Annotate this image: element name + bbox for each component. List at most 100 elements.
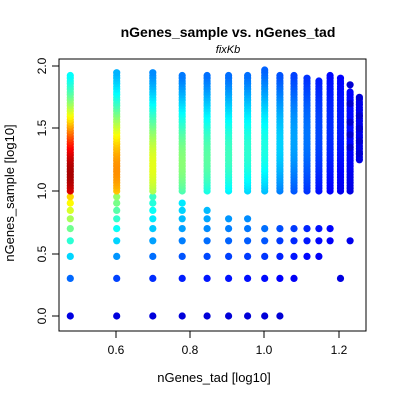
data-point <box>66 237 74 245</box>
data-point <box>355 93 363 101</box>
y-axis-label: nGenes_sample [log10] <box>2 124 17 261</box>
data-point <box>203 206 211 214</box>
data-point <box>149 193 157 201</box>
data-point <box>66 71 74 80</box>
data-point <box>276 225 284 233</box>
data-point <box>303 237 311 245</box>
data-point <box>303 225 311 233</box>
data-point <box>326 237 334 245</box>
x-tick-label: 0.8 <box>182 343 199 357</box>
data-point <box>113 69 121 77</box>
y-tick-label: 0.0 <box>35 307 49 324</box>
data-point <box>244 225 252 233</box>
data-point <box>203 252 211 260</box>
y-tick-label: 2.0 <box>35 57 49 74</box>
data-point <box>149 225 157 233</box>
data-point <box>66 252 74 260</box>
data-point <box>261 237 269 245</box>
data-point <box>244 237 252 245</box>
data-point <box>276 237 284 245</box>
data-point <box>290 71 298 80</box>
data-point <box>203 225 211 233</box>
x-tick-label: 1.2 <box>331 343 348 357</box>
data-point <box>113 199 121 207</box>
data-point <box>149 215 157 223</box>
y-tick-label: 1.5 <box>35 119 49 136</box>
data-point <box>203 71 211 80</box>
data-point <box>276 312 284 320</box>
data-point <box>178 225 186 233</box>
data-point <box>66 199 74 207</box>
x-tick-label: 0.6 <box>108 343 125 357</box>
data-point <box>149 199 157 207</box>
data-point <box>244 274 252 282</box>
chart-title: nGenes_sample vs. nGenes_tad <box>121 24 336 40</box>
y-tick-label: 0.5 <box>35 245 49 262</box>
data-point <box>113 274 121 282</box>
data-point <box>355 149 363 158</box>
data-point <box>346 131 354 139</box>
data-point <box>261 252 269 260</box>
data-point <box>326 225 334 233</box>
data-point <box>244 312 252 320</box>
data-point <box>178 237 186 245</box>
data-point <box>178 274 186 282</box>
data-point <box>261 312 269 320</box>
data-point <box>178 71 186 80</box>
data-points <box>66 66 363 320</box>
x-axis-label: nGenes_tad [log10] <box>157 370 270 385</box>
data-point <box>346 88 354 96</box>
data-point <box>290 252 298 260</box>
data-point <box>244 252 252 260</box>
data-point <box>261 66 269 74</box>
x-tick-label: 1.0 <box>256 343 273 357</box>
data-point <box>244 215 252 223</box>
data-point <box>66 225 74 233</box>
data-point <box>113 215 121 223</box>
data-point <box>225 215 233 223</box>
data-point <box>113 193 121 201</box>
data-point <box>149 312 157 320</box>
data-point <box>225 237 233 245</box>
data-point <box>346 81 354 89</box>
data-point <box>178 312 186 320</box>
data-point <box>315 252 323 260</box>
data-point <box>225 312 233 320</box>
data-point <box>149 274 157 282</box>
data-point <box>315 77 323 85</box>
data-point <box>261 225 269 233</box>
data-point <box>203 274 211 282</box>
data-point <box>66 193 74 201</box>
data-point <box>225 252 233 260</box>
data-point <box>225 225 233 233</box>
data-point <box>355 112 363 120</box>
data-point <box>355 137 363 145</box>
data-point <box>149 206 157 214</box>
data-point <box>290 225 298 233</box>
data-point <box>149 69 157 77</box>
data-point <box>336 74 345 82</box>
data-point <box>346 237 354 245</box>
data-point <box>225 274 233 282</box>
chart-subtitle: fixKb <box>216 44 240 56</box>
data-point <box>346 118 354 126</box>
y-tick-label: 1.0 <box>35 182 49 199</box>
data-point <box>113 206 121 214</box>
data-point <box>178 252 186 260</box>
data-point <box>149 252 157 260</box>
data-point <box>113 225 121 233</box>
data-point <box>113 312 121 320</box>
data-point <box>355 124 363 133</box>
data-point <box>346 143 354 151</box>
data-point <box>303 252 311 260</box>
data-point <box>326 71 334 80</box>
data-point <box>244 71 252 80</box>
data-point <box>203 215 211 223</box>
data-point <box>315 225 323 233</box>
data-point <box>336 274 345 282</box>
data-point <box>276 252 284 260</box>
data-point <box>66 215 74 223</box>
data-point <box>178 215 186 223</box>
data-point <box>290 274 298 282</box>
